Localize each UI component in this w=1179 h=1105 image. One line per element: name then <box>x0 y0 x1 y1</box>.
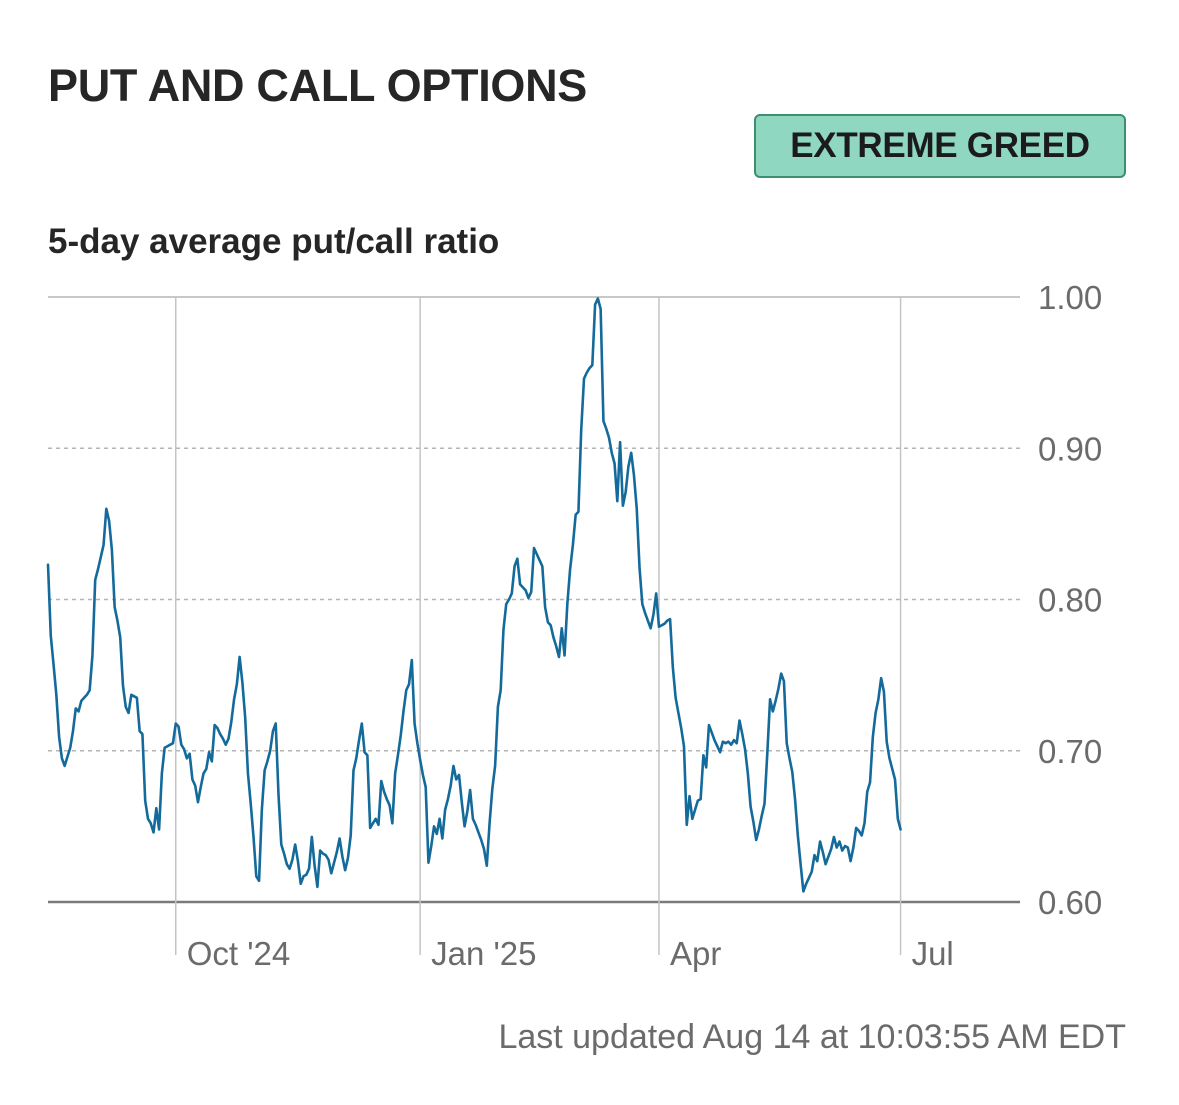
x-axis: Oct '24 Jan '25 Apr Jul <box>187 935 954 972</box>
y-tick-label: 0.70 <box>1038 733 1102 770</box>
y-axis: 1.00 0.90 0.80 0.70 0.60 <box>1038 279 1102 921</box>
y-tick-label: 0.90 <box>1038 430 1102 467</box>
sentiment-badge: EXTREME GREED <box>754 114 1126 178</box>
x-tick-label: Jul <box>912 935 954 972</box>
y-tick-label: 1.00 <box>1038 279 1102 316</box>
chart-subtitle: 5-day average put/call ratio <box>48 222 500 261</box>
x-tick-label: Jan '25 <box>431 935 536 972</box>
last-updated: Last updated Aug 14 at 10:03:55 AM EDT <box>498 1018 1126 1056</box>
y-tick-label: 0.60 <box>1038 884 1102 921</box>
x-tick-label: Apr <box>670 935 721 972</box>
page-title: PUT AND CALL OPTIONS <box>48 60 588 111</box>
x-tick-label: Oct '24 <box>187 935 291 972</box>
x-gridlines <box>174 297 902 955</box>
gridlines <box>48 296 1020 904</box>
series-layer <box>46 297 902 893</box>
y-tick-label: 0.80 <box>1038 582 1102 619</box>
series-line <box>46 297 902 893</box>
